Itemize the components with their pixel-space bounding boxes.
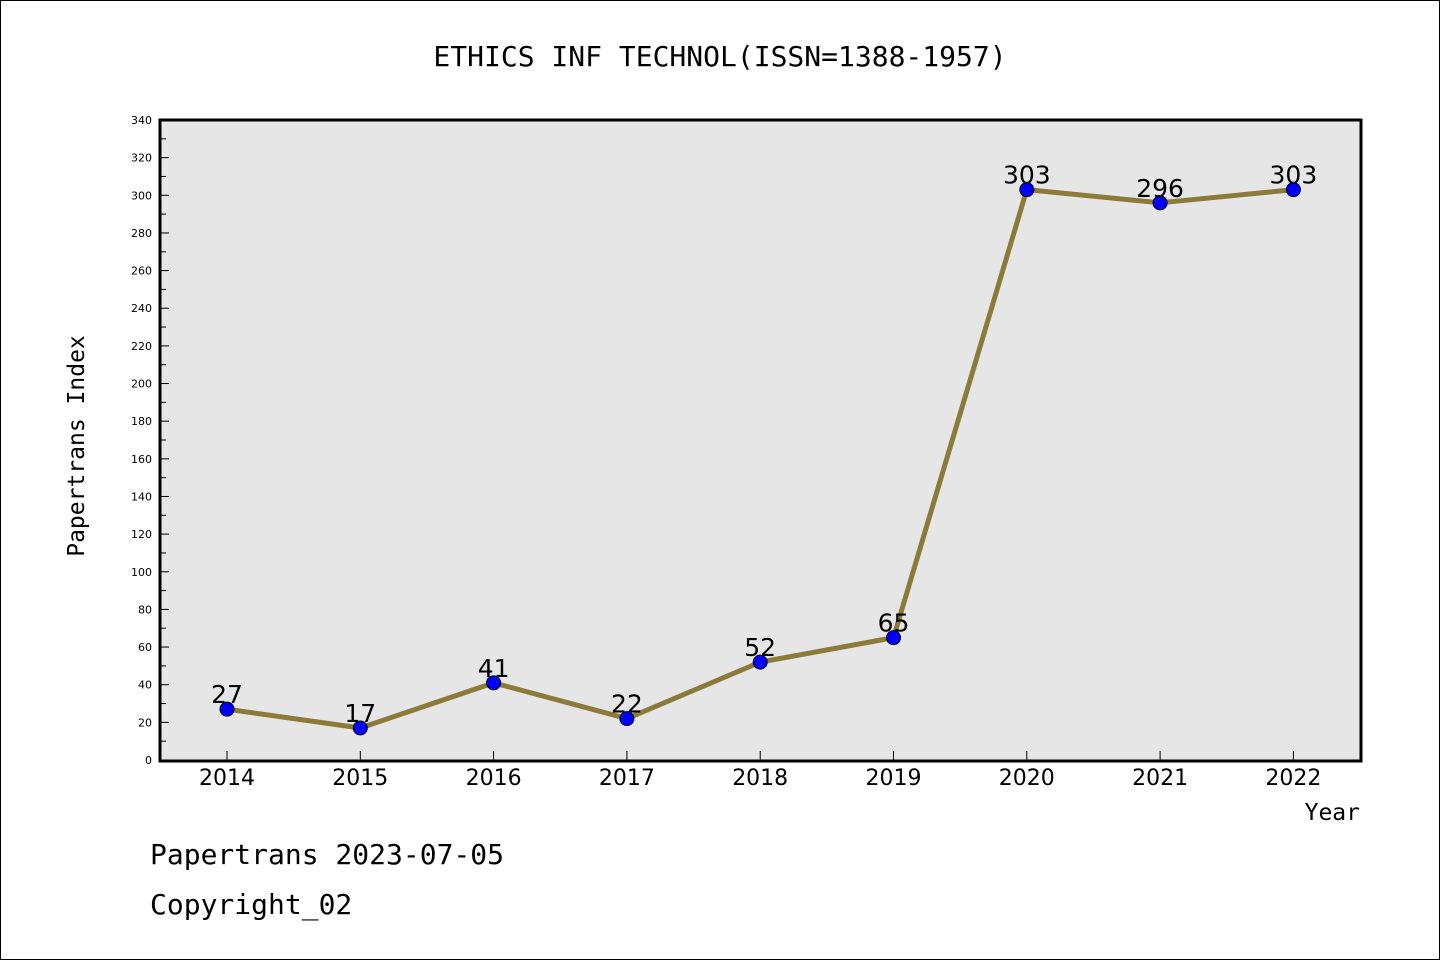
data-labels: 27 17 41 22 52 65 303 296 303	[211, 161, 1317, 728]
x-tick-label: 2019	[866, 766, 922, 791]
y-tick-label: 300	[131, 189, 152, 202]
data-point	[1152, 195, 1168, 211]
y-tick-label: 260	[131, 265, 152, 278]
data-point	[352, 720, 368, 736]
x-axis: 2014 2015 2016 2017 2018 2019 2020 2021 2022	[199, 751, 1321, 791]
data-label: 303	[1003, 161, 1051, 190]
x-tick-label: 2014	[199, 766, 255, 791]
data-point	[1019, 182, 1035, 198]
x-axis-title: Year	[1305, 800, 1360, 826]
y-tick-label: 0	[145, 754, 152, 767]
footer-copyright: Copyright_02	[150, 888, 352, 922]
data-markers	[219, 182, 1301, 736]
y-tick-label: 240	[131, 302, 152, 315]
data-point	[619, 711, 635, 727]
plot-area	[158, 118, 1363, 763]
data-point	[219, 701, 235, 717]
y-tick-label: 320	[131, 152, 152, 165]
data-point	[1285, 182, 1301, 198]
y-tick-label: 220	[131, 340, 152, 353]
y-tick-label: 20	[138, 716, 152, 729]
y-axis-title: Papertrans Index	[64, 335, 90, 557]
y-tick-label: 340	[131, 114, 152, 127]
y-tick-label: 180	[131, 415, 152, 428]
y-tick-label: 200	[131, 378, 152, 391]
footer-source: Papertrans 2023-07-05	[150, 838, 504, 871]
data-label: 303	[1270, 161, 1318, 190]
x-tick-label: 2015	[332, 766, 388, 791]
y-tick-label: 40	[138, 679, 152, 692]
data-point	[752, 654, 768, 670]
y-tick-label: 120	[131, 528, 152, 541]
data-label: 27	[211, 680, 243, 709]
y-tick-label: 100	[131, 566, 152, 579]
x-tick-label: 2017	[599, 766, 655, 791]
y-tick-label: 160	[131, 453, 152, 466]
y-tick-label: 80	[138, 603, 152, 616]
data-label: 17	[344, 699, 376, 728]
x-tick-label: 2018	[732, 766, 788, 791]
data-point	[886, 630, 901, 646]
y-tick-label: 60	[138, 641, 152, 654]
x-tick-label: 2022	[1265, 766, 1321, 791]
y-tick-label: 280	[131, 227, 152, 240]
data-label: 22	[611, 690, 643, 719]
chart-title: ETHICS INF TECHNOL(ISSN=1388-1957)	[433, 40, 1006, 73]
y-axis: 0 20 40 60 80 100 120 140 160 180 200 220 240 260 280 3…	[131, 114, 169, 767]
y-tick-label: 140	[131, 490, 152, 503]
x-tick-label: 2020	[999, 766, 1055, 791]
x-tick-label: 2021	[1132, 766, 1188, 791]
data-label: 296	[1136, 174, 1184, 203]
data-label: 65	[878, 609, 910, 638]
x-tick-label: 2016	[466, 766, 522, 791]
data-point	[486, 675, 502, 691]
data-label: 52	[744, 633, 776, 662]
data-label: 41	[478, 654, 510, 683]
